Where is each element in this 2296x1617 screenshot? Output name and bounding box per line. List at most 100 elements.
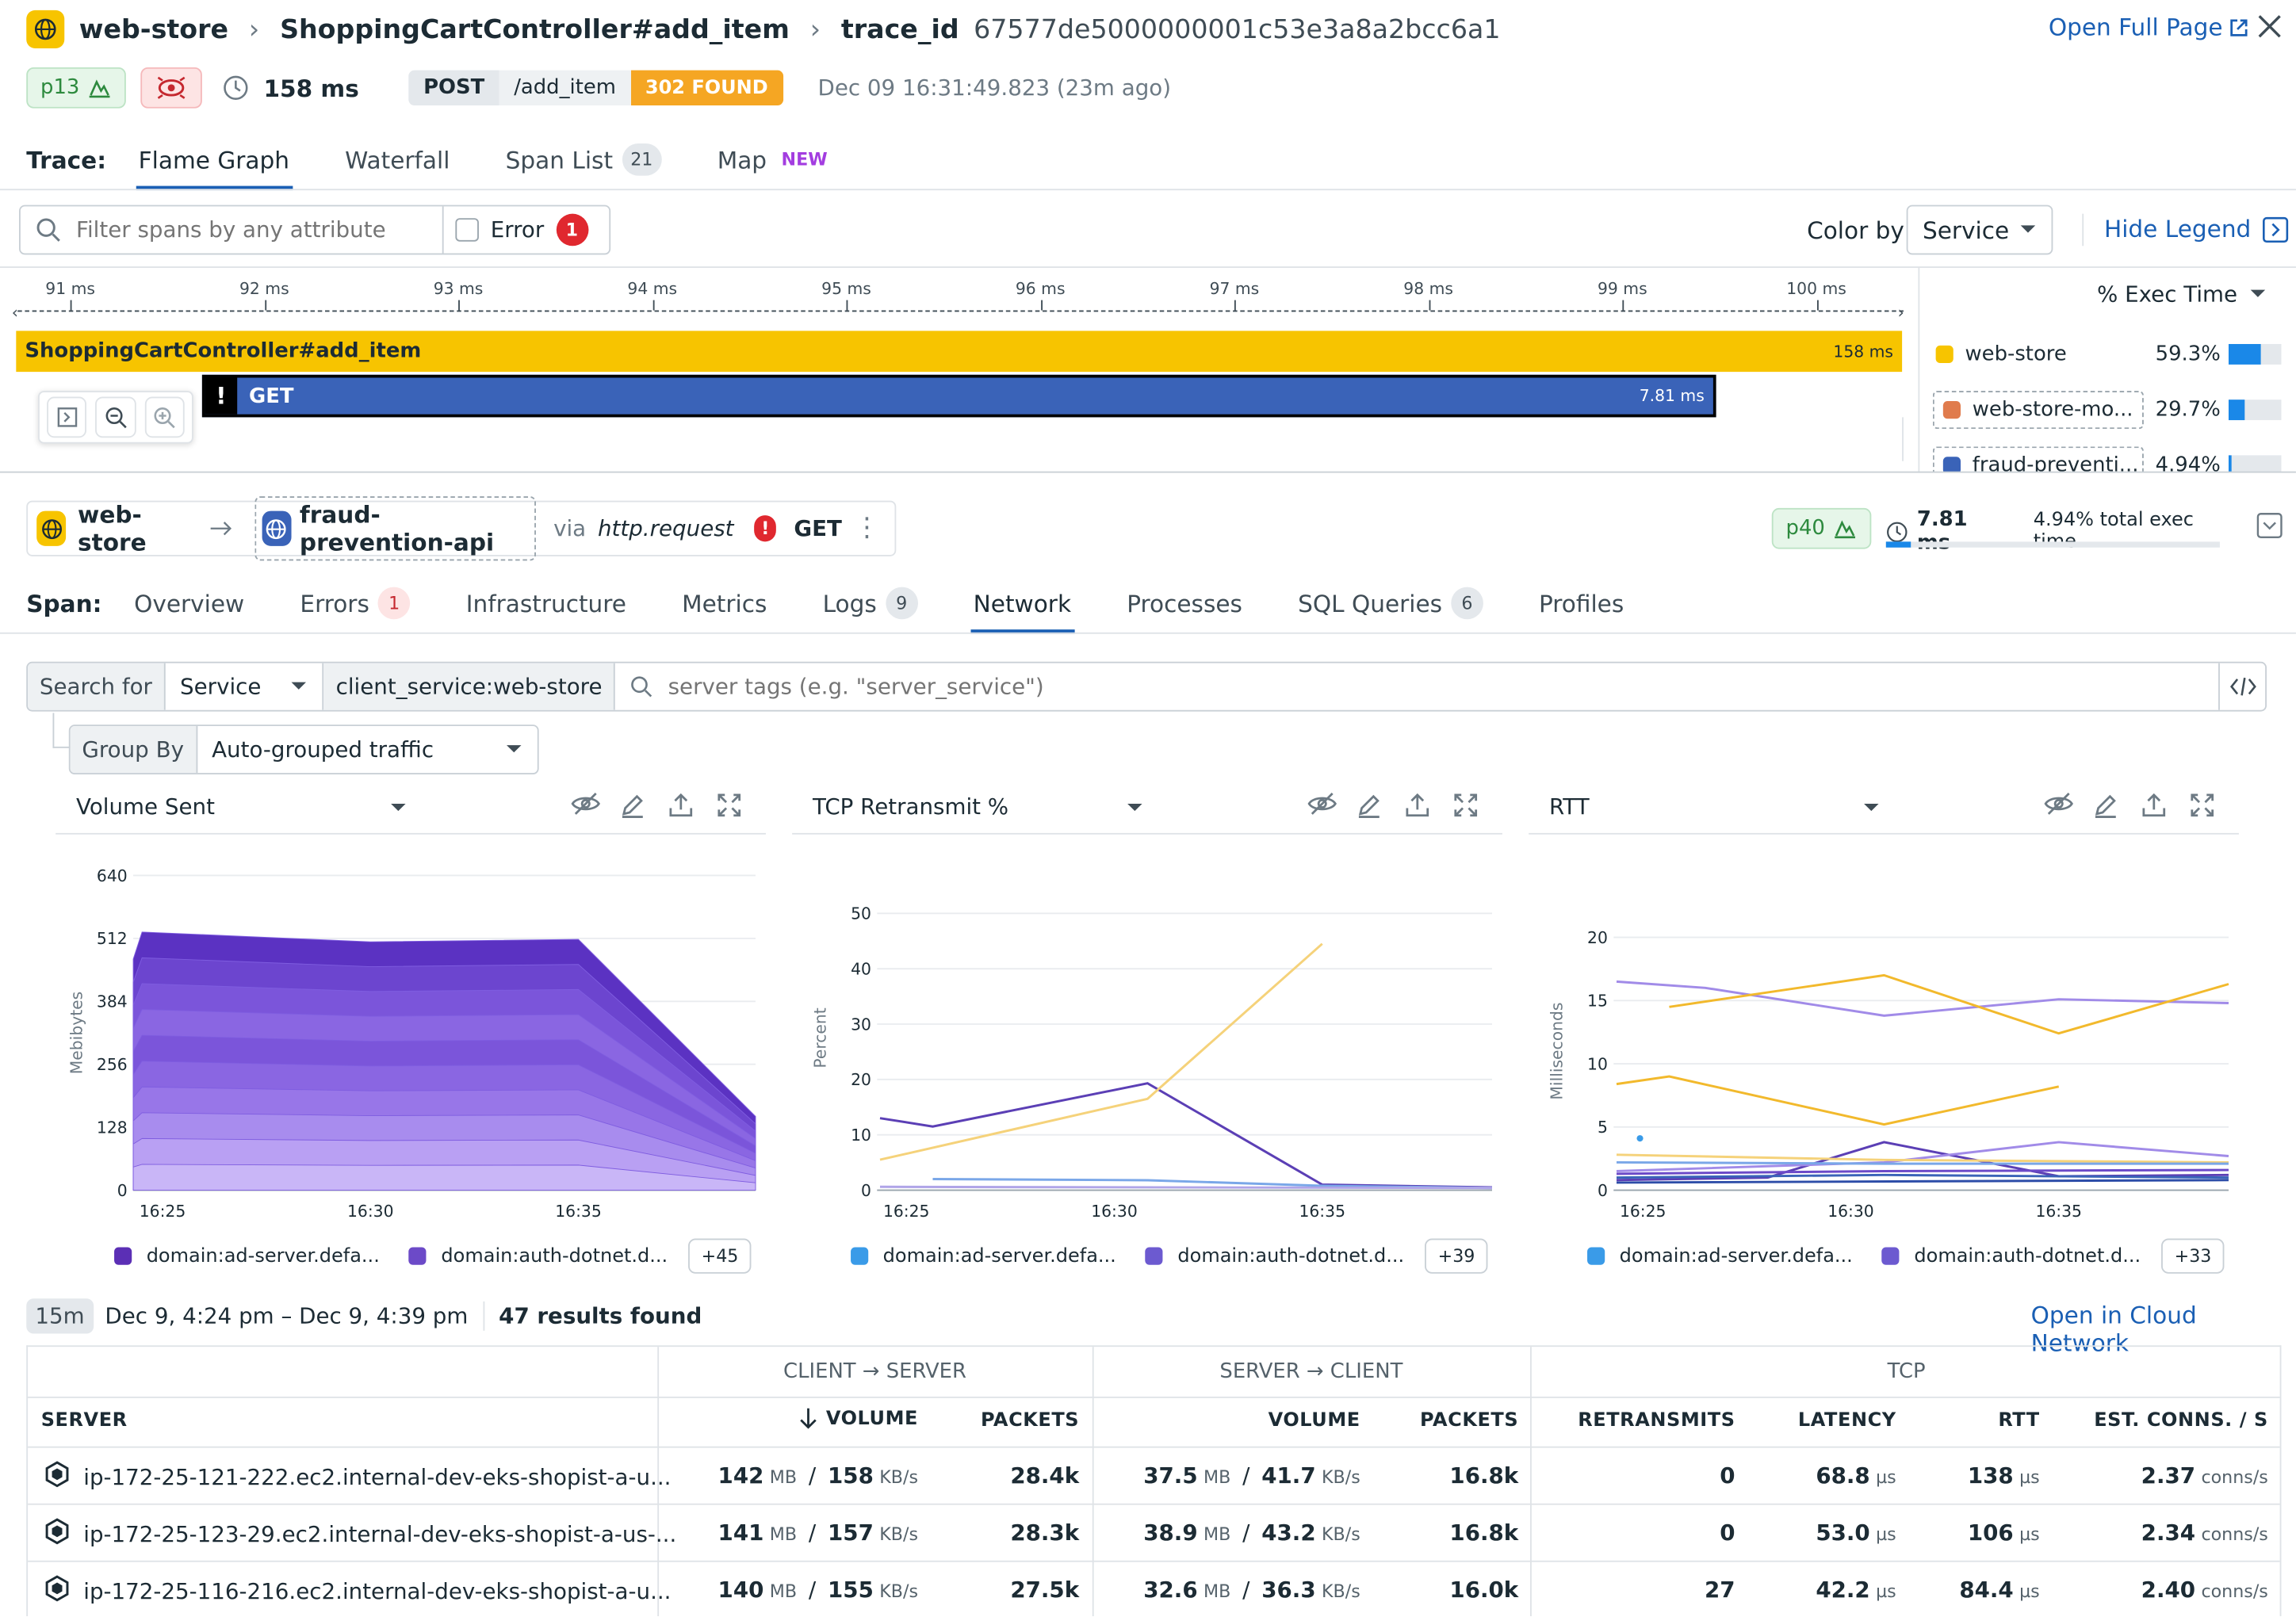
span-from-service[interactable]: web-store — [78, 500, 147, 556]
error-toggle[interactable]: Error 1 — [455, 213, 588, 247]
error-tracking-badge[interactable] — [140, 67, 202, 109]
more-series-button[interactable]: +33 — [2160, 1238, 2225, 1274]
widget-legend-item[interactable]: domain:auth-dotnet.d... — [408, 1245, 668, 1267]
tab-processes[interactable]: Processes — [1127, 589, 1242, 617]
line-series[interactable] — [1669, 973, 2229, 1035]
line-series[interactable] — [1616, 1173, 2229, 1179]
tab-logs[interactable]: Logs 9 — [823, 587, 918, 620]
server-tags-input[interactable] — [668, 673, 2219, 700]
tab-profiles[interactable]: Profiles — [1538, 589, 1624, 617]
data-point[interactable] — [1636, 1135, 1644, 1142]
span-bar-get[interactable]: ! GET 7.81 ms — [201, 374, 1716, 418]
code-view-icon[interactable] — [2218, 663, 2265, 710]
tab-sql-queries[interactable]: SQL Queries 6 — [1298, 587, 1483, 620]
widget-legend-item[interactable]: domain:ad-server.defa... — [114, 1245, 380, 1267]
hide-legend-button[interactable]: Hide Legend — [2104, 215, 2289, 243]
tab-infrastructure[interactable]: Infrastructure — [465, 589, 626, 617]
edit-icon[interactable] — [619, 792, 645, 824]
server-name[interactable]: ip-172-25-116-216.ec2.internal-dev-eks-s… — [83, 1577, 672, 1605]
error-checkbox[interactable] — [455, 218, 479, 242]
trace-id[interactable]: 67577de5000000001c53e3a8a2bcc6a1 — [974, 13, 1501, 45]
fullscreen-icon[interactable] — [1452, 792, 1479, 824]
span-to-service[interactable]: fraud-prevention-api — [254, 496, 536, 561]
line-series[interactable] — [1616, 1075, 2060, 1126]
fullscreen-icon[interactable] — [716, 792, 742, 824]
col-rtt[interactable]: RTT — [1998, 1409, 2040, 1432]
more-options-icon[interactable]: ⋮ — [853, 512, 880, 544]
open-full-page-link[interactable]: Open Full Page — [2049, 13, 2249, 41]
col-server[interactable]: SERVER — [40, 1409, 128, 1432]
line-series[interactable] — [1616, 1168, 2229, 1175]
zoom-in-icon[interactable] — [144, 396, 185, 438]
export-icon[interactable] — [668, 792, 694, 824]
time-range-label[interactable]: Dec 9, 4:24 pm – Dec 9, 4:39 pm — [105, 1302, 469, 1329]
more-series-button[interactable]: +45 — [688, 1238, 752, 1274]
span-filter-input[interactable] — [76, 216, 428, 243]
widget-legend-item[interactable]: domain:auth-dotnet.d... — [1881, 1245, 2141, 1267]
edit-icon[interactable] — [2092, 792, 2118, 824]
col-est-conns[interactable]: EST. CONNS. / S — [2094, 1409, 2268, 1432]
export-icon[interactable] — [2141, 792, 2167, 824]
exec-time-sort[interactable]: % Exec Time — [2097, 281, 2267, 308]
tab-map[interactable]: Map NEW — [718, 146, 828, 174]
fullscreen-icon[interactable] — [2189, 792, 2215, 824]
widget-legend-item[interactable]: domain:auth-dotnet.d... — [1145, 1245, 1404, 1267]
widget-chart[interactable]: 0 10 20 30 40 50 Percent 16:25 16:30 16:35 — [792, 847, 1502, 1239]
hide-icon[interactable] — [1307, 792, 1337, 821]
percentile-badge[interactable]: p13 — [26, 67, 126, 109]
col-latency[interactable]: LATENCY — [1797, 1409, 1896, 1432]
widget-metric-select[interactable]: TCP Retransmit % — [813, 792, 1143, 820]
color-by-select[interactable]: Service — [1906, 205, 2053, 255]
tab-overview[interactable]: Overview — [134, 589, 245, 617]
client-service-tag[interactable]: client_service:web-store — [323, 663, 616, 710]
tab-waterfall[interactable]: Waterfall — [345, 145, 450, 174]
tab-flame-graph[interactable]: Flame Graph — [135, 145, 293, 190]
tab-span-list[interactable]: Span List 21 — [506, 143, 662, 176]
span-percentile-badge[interactable]: p40 — [1771, 507, 1872, 549]
col-retransmits[interactable]: RETRANSMITS — [1578, 1409, 1735, 1432]
collapse-icon[interactable] — [2256, 512, 2283, 545]
more-series-button[interactable]: +39 — [1425, 1238, 1489, 1274]
time-range-badge[interactable]: 15m — [26, 1298, 94, 1334]
edit-icon[interactable] — [1356, 792, 1382, 824]
widget-metric-select[interactable]: Volume Sent — [76, 792, 407, 820]
table-row[interactable]: ip-172-25-123-29.ec2.internal-dev-eks-sh… — [28, 1505, 2280, 1562]
line-series[interactable] — [1616, 1153, 2229, 1164]
line-series[interactable] — [1616, 1141, 2229, 1172]
resource-name[interactable]: ShoppingCartController#add_item — [280, 13, 790, 45]
export-icon[interactable] — [1404, 792, 1430, 824]
server-name[interactable]: ip-172-25-121-222.ec2.internal-dev-eks-s… — [83, 1463, 672, 1491]
hide-icon[interactable] — [571, 792, 600, 821]
col-cs-packets[interactable]: PACKETS — [980, 1409, 1080, 1432]
table-row[interactable]: ip-172-25-116-216.ec2.internal-dev-eks-s… — [28, 1562, 2280, 1616]
legend-item[interactable]: web-store-mo... 29.7% — [1932, 391, 2284, 430]
open-cloud-network-link[interactable]: Open in Cloud Network — [2030, 1301, 2197, 1358]
legend-item[interactable]: web-store 59.3% — [1933, 335, 2284, 373]
line-series[interactable] — [879, 942, 1323, 1161]
line-series[interactable] — [1616, 1160, 2229, 1165]
zoom-out-icon[interactable] — [95, 396, 136, 438]
widget-legend-item[interactable]: domain:ad-server.defa... — [851, 1245, 1116, 1267]
widget-chart[interactable]: 0 128 256 384 512 640 Mebibytes 16:25 16:30 16:35 — [55, 847, 766, 1239]
tab-metrics[interactable]: Metrics — [682, 589, 767, 617]
service-name[interactable]: web-store — [78, 13, 229, 45]
flame-graph[interactable]: 91 ms 92 ms 93 ms 94 ms 95 ms 96 ms 97 ms 98 ms… — [0, 268, 1918, 473]
server-name[interactable]: ip-172-25-123-29.ec2.internal-dev-eks-sh… — [83, 1520, 677, 1548]
widget-legend-item[interactable]: domain:ad-server.defa... — [1587, 1245, 1853, 1267]
col-cs-volume[interactable]: VOLUME — [800, 1407, 918, 1431]
search-scope-select[interactable]: Service — [166, 663, 324, 710]
col-sc-packets[interactable]: PACKETS — [1420, 1409, 1519, 1432]
span-bar-root[interactable]: ShoppingCartController#add_item 158 ms — [16, 331, 1903, 373]
widget-chart[interactable]: 0 5 10 15 20 Milliseconds 16:25 16:30 16:35 — [1529, 847, 2239, 1239]
hide-icon[interactable] — [2044, 792, 2073, 821]
area-series[interactable] — [132, 1164, 756, 1191]
legend-item[interactable]: fraud-preventi... 4.94% — [1932, 446, 2284, 473]
widget-metric-select[interactable]: RTT — [1549, 792, 1880, 820]
line-series[interactable] — [1616, 980, 2229, 1017]
tab-network[interactable]: Network — [970, 589, 1074, 633]
close-icon[interactable] — [2255, 12, 2284, 47]
col-sc-volume[interactable]: VOLUME — [1268, 1409, 1360, 1432]
line-series[interactable] — [1616, 1179, 2229, 1184]
table-row[interactable]: ip-172-25-121-222.ec2.internal-dev-eks-s… — [28, 1448, 2280, 1505]
group-by-select[interactable]: Auto-grouped traffic — [197, 726, 538, 773]
